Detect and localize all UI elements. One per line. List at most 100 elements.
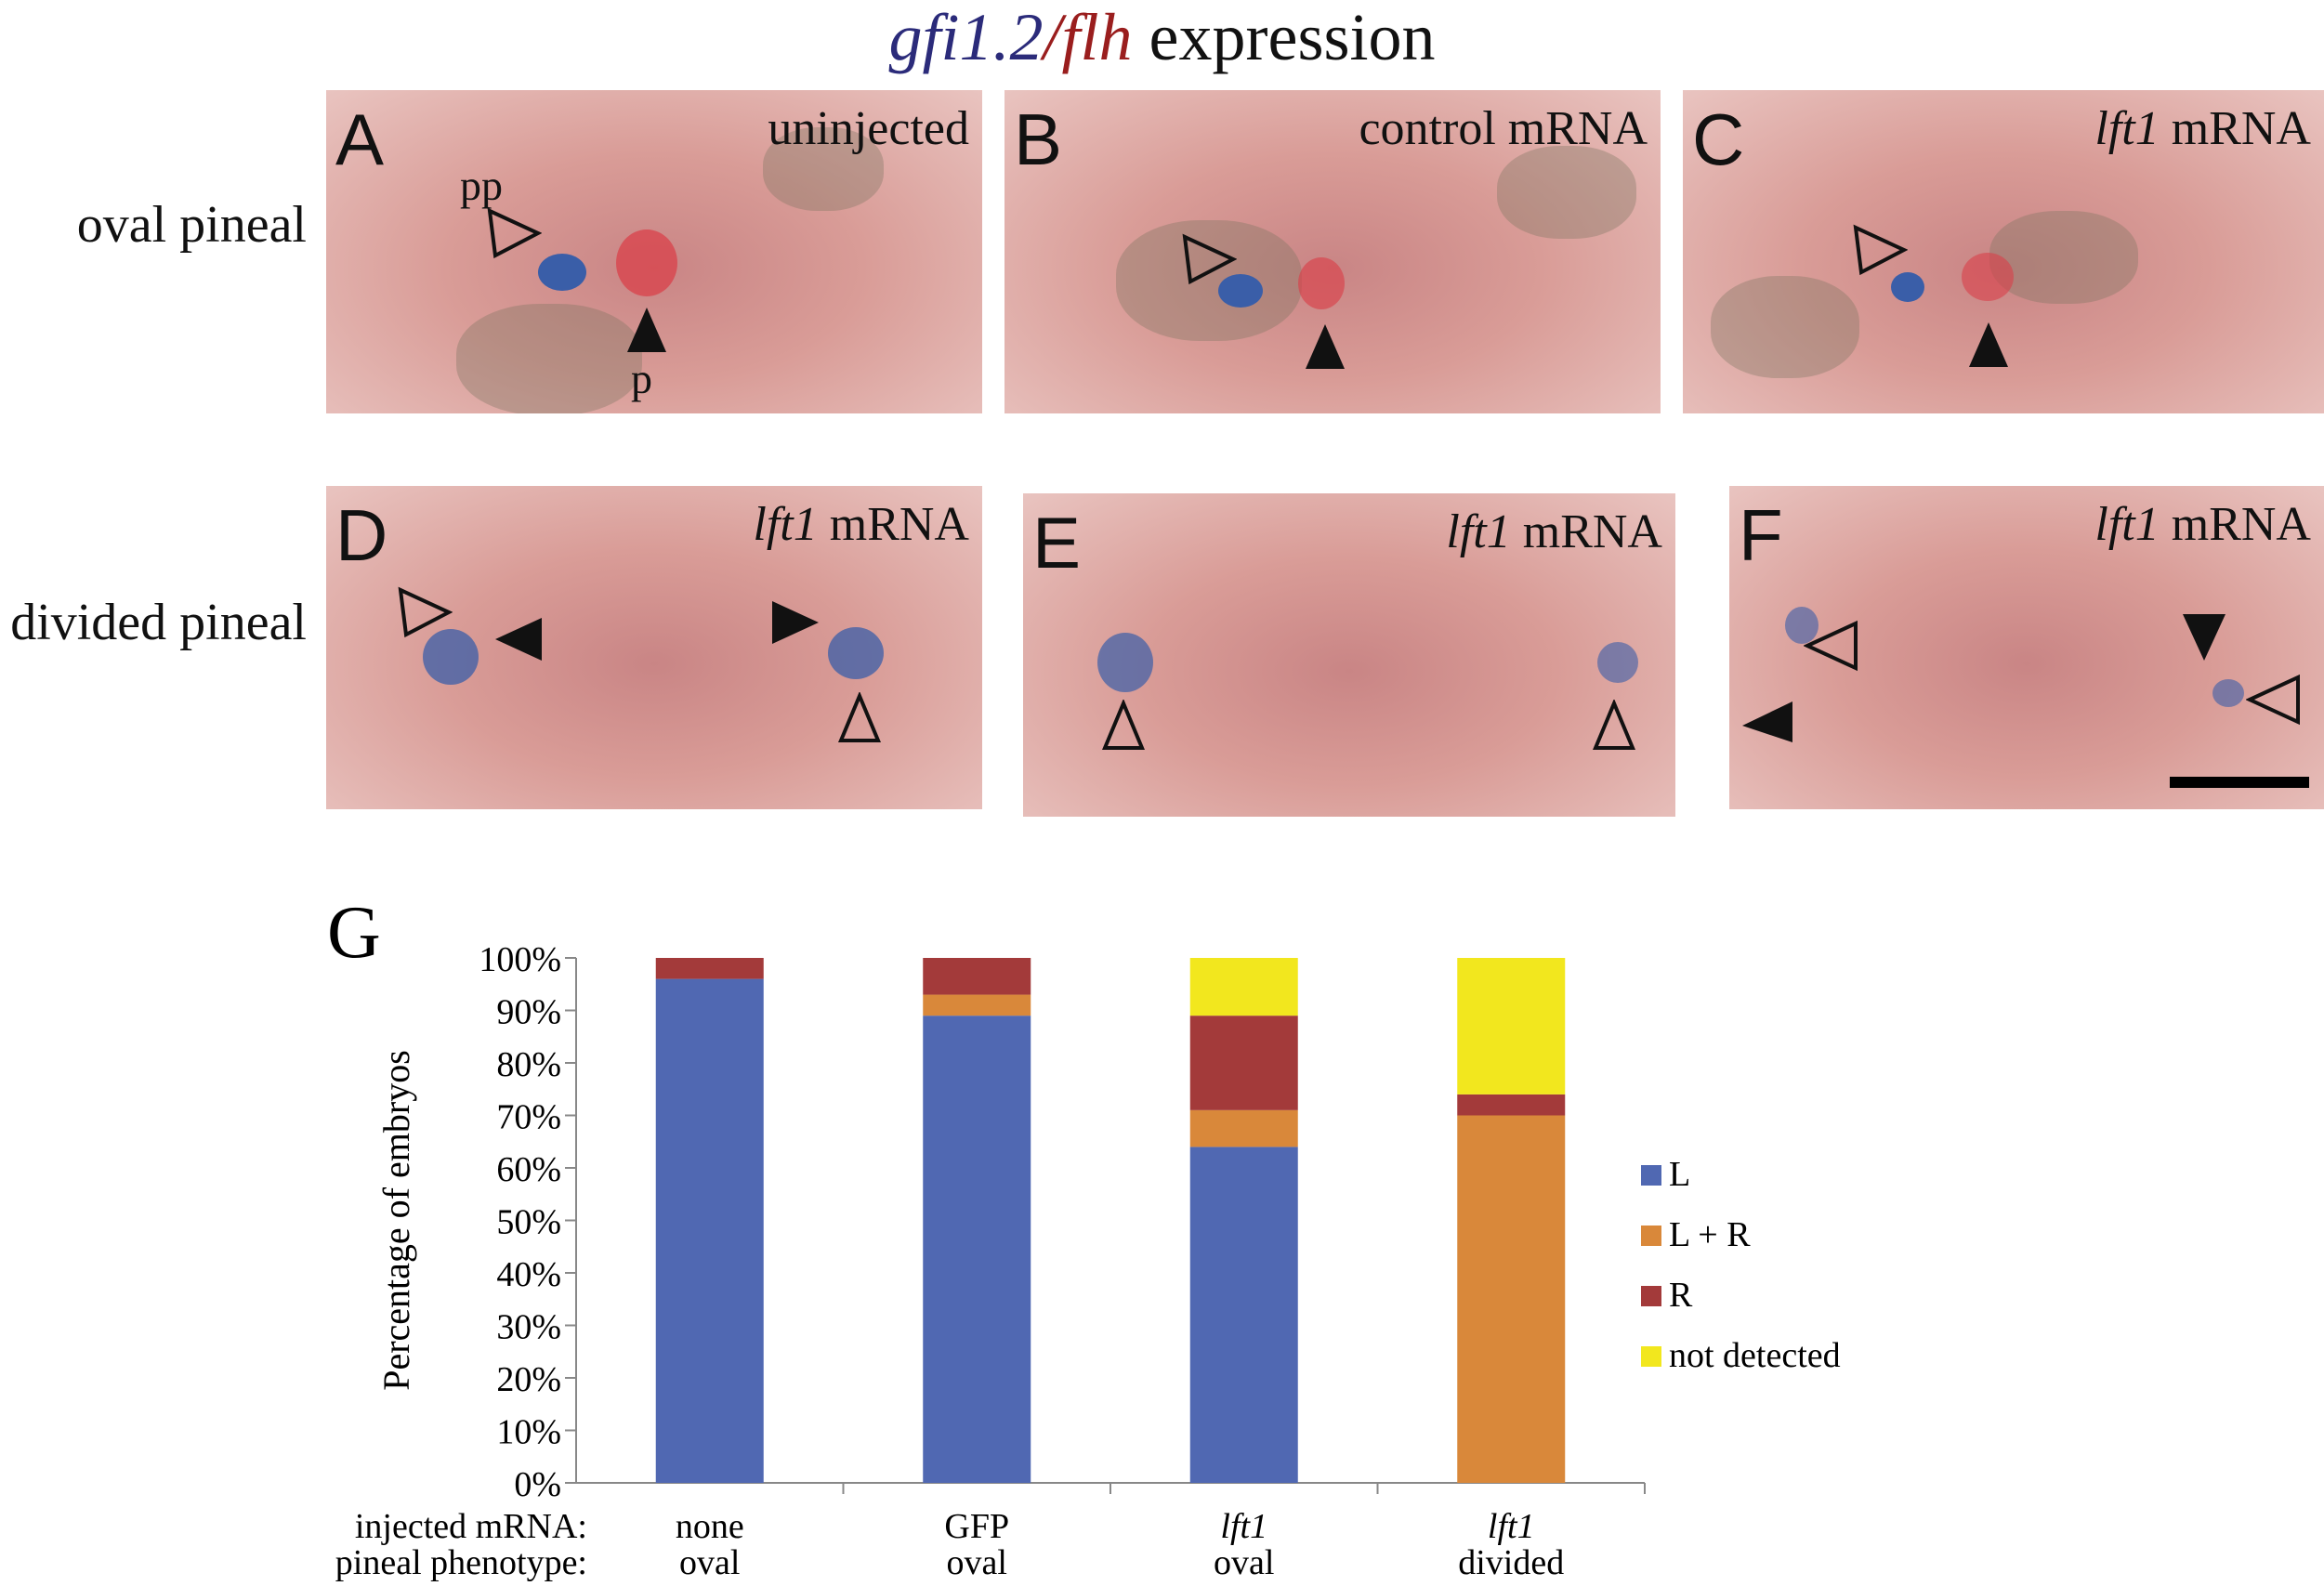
pineal-stain [1962, 253, 2014, 301]
filled-arrowhead-icon [2183, 614, 2226, 661]
y-tick-label: 90% [496, 993, 561, 1032]
x-tick-label-phenotype: oval [947, 1543, 1007, 1582]
panel-e: E lft1 mRNA [1023, 493, 1675, 817]
open-arrowhead-icon [2246, 674, 2300, 726]
y-tick-label: 50% [496, 1203, 561, 1242]
label-pp: pp [460, 162, 503, 209]
probe-stain-right [2212, 679, 2244, 707]
probe-stain-right [828, 627, 884, 679]
open-arrowhead-icon [1593, 700, 1635, 750]
probe-stain-right [1597, 642, 1638, 683]
row-header-phenotype: pineal phenotype: [335, 1543, 587, 1582]
y-tick-label: 10% [496, 1413, 561, 1452]
panel-a: pp p A uninjected [326, 90, 982, 413]
pigment-patch [763, 127, 884, 211]
scale-bar [2170, 777, 2309, 788]
x-tick-label-mrna: lft1 [1488, 1507, 1535, 1546]
bar-segment [1457, 1094, 1566, 1116]
y-axis-label: Percentage of embryos [375, 1050, 417, 1391]
panel-letter: F [1739, 494, 1783, 576]
y-tick-label: 0% [514, 1465, 561, 1504]
x-tick-label-phenotype: oval [1214, 1543, 1274, 1582]
legend-label: L [1669, 1155, 1690, 1194]
title-rest: expression [1132, 0, 1436, 74]
filled-arrowhead-icon [627, 308, 666, 352]
bar-segment [923, 1016, 1031, 1483]
panel-condition: lft1 mRNA [2094, 102, 2311, 155]
x-tick-label-mrna: none [676, 1507, 744, 1546]
bar-segment [923, 994, 1031, 1016]
y-tick-label: 100% [479, 940, 561, 979]
pigment-patch [1497, 146, 1636, 239]
y-tick-label: 70% [496, 1098, 561, 1137]
panel-condition: lft1 mRNA [753, 498, 969, 551]
y-tick-label: 20% [496, 1360, 561, 1399]
x-tick-label-mrna: lft1 [1220, 1507, 1267, 1546]
legend-label: not detected [1669, 1336, 1841, 1375]
title-sep: / [1043, 0, 1062, 74]
y-tick-label: 30% [496, 1308, 561, 1347]
open-arrowhead-icon [1182, 233, 1237, 285]
y-tick-label: 40% [496, 1255, 561, 1294]
probe-stain-left [423, 629, 479, 685]
bar-segment [1189, 1109, 1298, 1147]
panel-letter: E [1032, 502, 1082, 583]
open-arrowhead-icon [398, 586, 453, 638]
panel-b: B control mRNA [1004, 90, 1661, 413]
legend-swatch [1641, 1165, 1661, 1186]
panel-condition: uninjected [768, 102, 969, 155]
bar-segment [1189, 958, 1298, 1016]
panel-d: D lft1 mRNA [326, 486, 982, 809]
x-tick-label-mrna: GFP [944, 1507, 1009, 1546]
bar-segment [1457, 958, 1566, 1094]
pigment-patch [1116, 220, 1302, 341]
open-arrowhead-icon [1804, 620, 1858, 672]
open-arrowhead-icon [1102, 700, 1145, 750]
y-tick-label: 80% [496, 1045, 561, 1084]
bar-segment [655, 978, 764, 1483]
row-header-mrna: injected mRNA: [355, 1507, 587, 1546]
open-arrowhead-icon [487, 207, 542, 259]
row-label-divided: divided pineal [10, 594, 307, 651]
x-tick-label-phenotype: oval [679, 1543, 740, 1582]
y-tick-label: 60% [496, 1150, 561, 1189]
panel-c: C lft1 mRNA [1683, 90, 2324, 413]
title-gene1: gfi1.2 [888, 0, 1044, 74]
pineal-stain [1298, 257, 1345, 309]
pigment-patch [1989, 211, 2138, 304]
panel-f: F lft1 mRNA [1729, 486, 2324, 809]
parapineal-stain [1891, 272, 1924, 302]
panel-letter: C [1692, 98, 1745, 180]
legend-swatch [1641, 1286, 1661, 1306]
figure-title: gfi1.2/flh expression [0, 0, 2324, 74]
filled-arrowhead-icon [1306, 324, 1345, 369]
open-arrowhead-icon [838, 692, 881, 742]
bar-segment [1189, 1016, 1298, 1110]
bar-segment [1457, 1115, 1566, 1483]
filled-arrowhead-icon [495, 618, 542, 661]
parapineal-stain [538, 254, 586, 291]
row-label-oval: oval pineal [76, 196, 307, 254]
open-arrowhead-icon [1853, 224, 1908, 276]
probe-stain-left [1785, 607, 1818, 644]
label-p: p [631, 355, 652, 402]
pineal-stain [616, 229, 677, 296]
bar-segment [655, 958, 764, 979]
legend-label: L + R [1669, 1215, 1751, 1254]
panel-condition: control mRNA [1359, 102, 1648, 155]
panel-condition: lft1 mRNA [1446, 505, 1662, 558]
title-gene2: flh [1061, 0, 1133, 74]
panel-letter: A [335, 98, 385, 180]
panel-letter: B [1014, 98, 1063, 180]
x-tick-label-phenotype: divided [1458, 1543, 1564, 1582]
panel-letter: G [327, 892, 381, 974]
legend-swatch [1641, 1226, 1661, 1246]
parapineal-stain [1218, 274, 1263, 308]
bar-segment [1189, 1147, 1298, 1483]
legend-label: R [1669, 1276, 1693, 1315]
filled-arrowhead-icon [1969, 322, 2008, 367]
filled-arrowhead-icon [772, 601, 819, 644]
panel-letter: D [335, 494, 388, 576]
probe-stain-left [1097, 633, 1153, 692]
pigment-patch [456, 304, 642, 413]
